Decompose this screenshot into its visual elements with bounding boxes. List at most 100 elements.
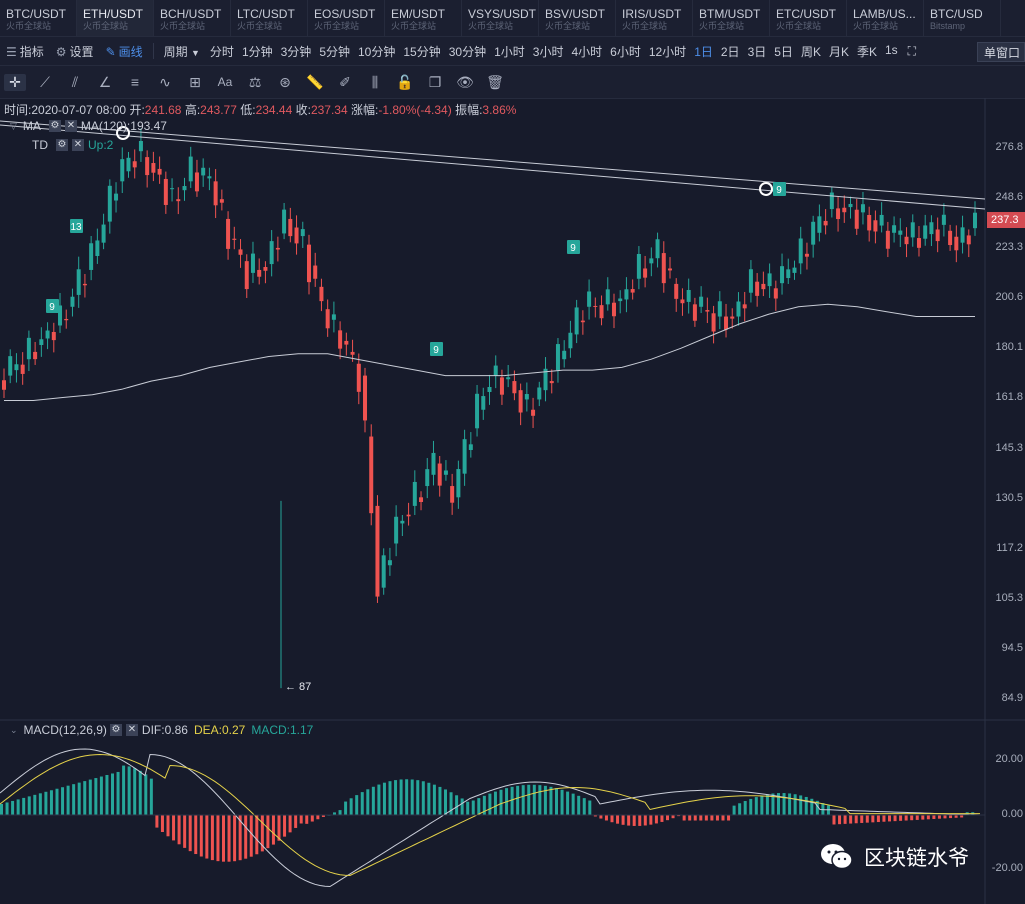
interval-button[interactable]: 6小时 (610, 44, 641, 59)
draw-button[interactable]: ✎ 画线 (100, 43, 149, 60)
time-label: 时间: (4, 103, 32, 117)
parallel-channel-icon[interactable]: ⫽ (71, 73, 79, 90)
gear-icon[interactable]: ⚙ (56, 139, 68, 151)
trendline-lower (0, 124, 986, 210)
crosshair-icon[interactable]: ✛ (4, 73, 26, 91)
interval-button[interactable]: 5分钟 (319, 44, 350, 59)
symbol-tab[interactable]: BSV/USDT 火币全球站 (539, 0, 616, 36)
symbol-tab[interactable]: EM/USDT 火币全球站 (385, 0, 462, 36)
tab-symbol: IRIS/USDT (622, 7, 682, 21)
interval-button[interactable]: 月K (828, 44, 849, 59)
macd-histogram-bar (921, 815, 925, 820)
candle-body (107, 185, 112, 222)
candle-body (860, 204, 865, 213)
macd-histogram-bar (238, 815, 242, 861)
interval-button[interactable]: 3分钟 (280, 44, 312, 59)
macd-histogram-bar (888, 815, 891, 822)
symbol-tab[interactable]: EOS/USDT 火币全球站 (308, 0, 385, 36)
candle-body (176, 199, 181, 202)
interval-button[interactable]: 1小时 (494, 44, 525, 59)
collapse-icon[interactable]: ▽ (10, 120, 17, 131)
candle-body (412, 481, 417, 506)
symbol-tab[interactable]: VSYS/USDT 火币全球站 (462, 0, 539, 36)
lock-icon[interactable]: 🔓 (396, 73, 414, 90)
macd-histogram-bar (366, 789, 370, 815)
price-axis-label: 94.5 (1001, 642, 1023, 654)
interval-button[interactable]: 30分钟 (448, 44, 487, 59)
symbol-tab[interactable]: BTC/USD Bitstamp (924, 0, 1001, 36)
indicators-label: 指标 (19, 44, 44, 59)
symbol-tabs: BTC/USDT 火币全球站 ETH/USDT 火币全球站 BCH/USDT 火币全球站 L… (0, 0, 1025, 37)
interval-button[interactable]: 3小时 (532, 44, 564, 59)
collapse-icon[interactable]: ⌄ (10, 724, 18, 735)
fullscreen-icon[interactable]: ⛶ (907, 43, 917, 58)
symbol-tab[interactable]: BTM/USDT 火币全球站 (693, 0, 770, 36)
candle-body (823, 220, 828, 226)
period-dropdown[interactable]: 周期 ▼ (158, 43, 206, 60)
interval-button[interactable]: 5日 (774, 44, 793, 59)
interval-button[interactable]: 1分钟 (241, 44, 273, 59)
tab-exchange: 火币全球站 (314, 21, 360, 31)
gear-icon[interactable]: ⚙ (48, 120, 61, 132)
symbol-tab[interactable]: IRIS/USDT 火币全球站 (616, 0, 693, 36)
candle-body (923, 225, 928, 239)
close-icon[interactable]: ✕ (125, 724, 138, 736)
interval-button[interactable]: 2日 (720, 44, 740, 59)
macd-legend: ⌄ MACD(12,26,9) ⚙ ✕ DIF:0.86 DEA:0.27 MA… (0, 723, 313, 737)
interval-button[interactable]: 3日 (747, 44, 767, 59)
macd-histogram-bar (360, 792, 364, 815)
interval-button[interactable]: 4小时 (571, 44, 603, 59)
copy-icon[interactable]: ❐ (428, 73, 442, 90)
macd-histogram-bar (172, 815, 176, 841)
text-icon[interactable]: Aa (217, 75, 233, 89)
price-chart[interactable]: 9 13 9 9 9 ← 87 (0, 98, 1025, 904)
interval-button[interactable]: 10分钟 (358, 44, 396, 59)
ruler-icon[interactable]: 📏 (306, 73, 324, 90)
interval-button[interactable]: 12小时 (648, 44, 687, 59)
eye-icon[interactable]: 👁 (456, 73, 474, 90)
close-icon[interactable]: ✕ (64, 120, 77, 132)
interval-button[interactable]: 1s (884, 42, 898, 57)
trendline-icon[interactable]: ⟋ (40, 73, 50, 90)
grid-icon[interactable]: ⊞ (189, 73, 201, 90)
symbol-tab[interactable]: LTC/USDT 火币全球站 (231, 0, 308, 36)
candle-body (232, 238, 237, 240)
macd-histogram-bar (616, 815, 620, 824)
macd-histogram-bar (294, 815, 298, 828)
angle-icon[interactable]: ∠ (98, 73, 112, 90)
window-mode-button[interactable]: 单窗口 (977, 42, 1025, 62)
interval-button[interactable]: 周K (800, 44, 821, 59)
macd-histogram-bar (432, 784, 436, 815)
macd-histogram-bar (538, 785, 542, 815)
brush-icon[interactable]: ✐ (339, 73, 351, 90)
trash-icon[interactable]: 🗑 (486, 73, 504, 90)
gear-icon[interactable]: ⚙ (109, 724, 122, 736)
macd-histogram-bar (11, 800, 15, 815)
macd-histogram-bar (704, 815, 708, 821)
magnet-icon[interactable]: ⊛ (279, 73, 291, 90)
symbol-tab[interactable]: LAMB/US... 火币全球站 (847, 0, 924, 36)
symbol-tab[interactable]: ETC/USDT 火币全球站 (770, 0, 847, 36)
pattern-icon[interactable]: ⚖ (248, 73, 262, 90)
symbol-tab[interactable]: BTC/USDT 火币全球站 (0, 0, 77, 36)
symbol-tab[interactable]: BCH/USDT 火币全球站 (154, 0, 231, 36)
measure-icon[interactable]: ⫼ (371, 73, 379, 90)
horizontal-lines-icon[interactable]: ≡ (130, 74, 140, 90)
wave-icon[interactable]: ∿ (159, 73, 171, 90)
divider (152, 43, 154, 59)
macd-histogram-bar (105, 775, 109, 815)
dif-line (0, 748, 981, 888)
close-icon[interactable]: ✕ (72, 139, 84, 151)
interval-button[interactable]: 1日 (694, 44, 713, 59)
interval-button[interactable]: 季K (856, 44, 877, 59)
candle-body (151, 163, 156, 173)
interval-button[interactable]: 分时 (209, 44, 234, 59)
indicators-button[interactable]: ☰ 指标 (0, 43, 50, 60)
price-axis-label: 117.2 (996, 542, 1023, 554)
settings-button[interactable]: ⚙ 设置 (50, 43, 100, 60)
candle-body (213, 181, 218, 206)
candle-body (580, 320, 585, 323)
macd-histogram-bar (210, 815, 214, 861)
interval-button[interactable]: 15分钟 (403, 44, 441, 59)
symbol-tab[interactable]: ETH/USDT 火币全球站 (77, 0, 154, 36)
